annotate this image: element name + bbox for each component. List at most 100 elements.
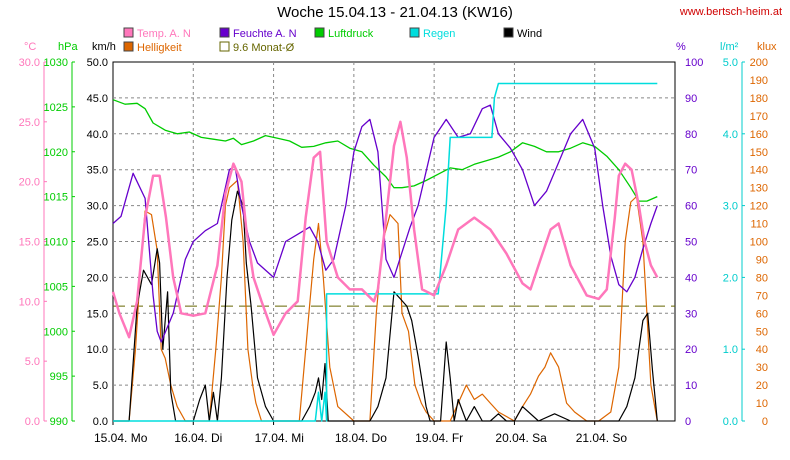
axis-tick-label: 50 xyxy=(756,326,768,338)
legend-label-monat: 9.6 Monat-Ø xyxy=(233,42,295,54)
axis-tick-label: 40.0 xyxy=(87,129,108,141)
axis-tick-label: 100 xyxy=(685,57,703,69)
x-tick-label: 20.04. Sa xyxy=(495,431,547,445)
series-feuchte xyxy=(112,104,658,343)
axis-tick-label: 80 xyxy=(756,272,768,284)
axis-tick-label: 70 xyxy=(685,165,697,177)
axis-tick-label: 90 xyxy=(756,254,768,266)
axis-tick-label: 1000 xyxy=(44,326,68,338)
axis-tick-label: 110 xyxy=(750,219,768,231)
x-tick-label: 17.04. Mi xyxy=(255,431,304,445)
series-regen xyxy=(113,82,658,422)
axis-tick-label: 1005 xyxy=(44,281,68,293)
axis-tick-label: 60 xyxy=(685,201,697,213)
series-temp xyxy=(111,120,659,339)
axis-tick-label: 130 xyxy=(750,183,768,195)
series-luftdruck xyxy=(112,99,658,202)
plot-area xyxy=(111,82,675,422)
axis-tick-label: 70 xyxy=(756,290,768,302)
x-tick-label: 21.04. So xyxy=(576,431,628,445)
legend-label-feuchte: Feuchte A. N xyxy=(233,28,297,40)
axis-tick-label: 1.0 xyxy=(723,344,738,356)
axis-tick-label: 40 xyxy=(756,344,768,356)
legend-label-regen: Regen xyxy=(423,28,455,40)
axis-tick-label: 10.0 xyxy=(87,344,108,356)
legend-swatch-temp xyxy=(123,27,134,38)
axis-tick-label: 190 xyxy=(750,75,768,87)
axis-tick-label: 0.0 xyxy=(93,416,108,428)
axis-tick-label: 100 xyxy=(750,237,768,249)
value-axes: 0.05.010.015.020.025.030.0°C990995100010… xyxy=(19,41,777,428)
axis-tick-label: 30 xyxy=(756,362,768,374)
axis-tick-label: 1010 xyxy=(44,237,68,249)
chart-title: Woche 15.04.13 - 21.04.13 (KW16) xyxy=(277,4,513,21)
x-axis: 15.04. Mo 16.04. Di 17.04. Mi 18.04. Do 19.0… xyxy=(94,421,627,445)
axis-tick-label: 25.0 xyxy=(19,117,40,129)
axis-tick-label: 50 xyxy=(685,237,697,249)
axis-tick-label: 0 xyxy=(762,416,768,428)
axis-tick-label: 30 xyxy=(685,308,697,320)
axis-tick-label: 45.0 xyxy=(87,93,108,105)
legend-label-temp: Temp. A. N xyxy=(137,28,191,40)
axis-tick-label: 1015 xyxy=(44,192,68,204)
axis-tick-label: 990 xyxy=(50,416,68,428)
axis-tick-label: 20.0 xyxy=(19,177,40,189)
axis-tick-label: 90 xyxy=(685,93,697,105)
x-tick-label: 15.04. Mo xyxy=(94,431,148,445)
axis-tick-label: 25.0 xyxy=(87,237,108,249)
axis-unit-label: % xyxy=(676,41,686,53)
axis-tick-label: 5.0 xyxy=(25,356,40,368)
axis-unit-label: l/m² xyxy=(720,41,739,53)
axis-tick-label: 0 xyxy=(685,416,691,428)
axis-tick-label: 0.0 xyxy=(723,416,738,428)
axis-tick-label: 60 xyxy=(756,308,768,320)
site-link[interactable]: www.bertsch-heim.at xyxy=(679,6,782,18)
axis-tick-label: 15.0 xyxy=(19,237,40,249)
axis-tick-label: 995 xyxy=(50,371,68,383)
legend-swatch-feuchte xyxy=(219,27,230,38)
legend-swatch-monat xyxy=(219,41,230,52)
axis-tick-label: 30.0 xyxy=(87,201,108,213)
axis-tick-label: 35.0 xyxy=(87,165,108,177)
axis-tick-label: 15.0 xyxy=(87,308,108,320)
series-wind xyxy=(113,190,658,422)
axis-tick-label: 30.0 xyxy=(19,57,40,69)
axis-tick-label: 0.0 xyxy=(25,416,40,428)
axis-tick-label: 20.0 xyxy=(87,272,108,284)
axis-unit-label: klux xyxy=(757,41,777,53)
axis-tick-label: 120 xyxy=(750,201,768,213)
axis-tick-label: 50.0 xyxy=(87,57,108,69)
axis-tick-label: 10 xyxy=(685,380,697,392)
x-tick-label: 16.04. Di xyxy=(174,431,222,445)
axis-tick-label: 1030 xyxy=(44,57,68,69)
axis-tick-label: 4.0 xyxy=(723,129,738,141)
x-tick-label: 19.04. Fr xyxy=(415,431,463,445)
axis-tick-label: 200 xyxy=(750,57,768,69)
axis-tick-label: 5.0 xyxy=(723,57,738,69)
legend-label-wind: Wind xyxy=(517,28,542,40)
axis-tick-label: 2.0 xyxy=(723,272,738,284)
legend-label-luftdruck: Luftdruck xyxy=(328,28,374,40)
axis-tick-label: 80 xyxy=(685,129,697,141)
axis-tick-label: 3.0 xyxy=(723,201,738,213)
axis-tick-label: 1020 xyxy=(44,147,68,159)
axis-tick-label: 20 xyxy=(685,344,697,356)
grid-lines xyxy=(112,61,676,422)
legend-swatch-regen xyxy=(409,27,420,38)
axis-tick-label: 20 xyxy=(756,380,768,392)
legend-label-helligkeit: Helligkeit xyxy=(137,42,182,54)
legend-swatch-helligkeit xyxy=(123,41,134,52)
axis-tick-label: 1025 xyxy=(44,102,68,114)
axis-tick-label: 40 xyxy=(685,272,697,284)
axis-tick-label: 180 xyxy=(750,93,768,105)
axis-tick-label: 10 xyxy=(756,398,768,410)
axis-tick-label: 10.0 xyxy=(19,296,40,308)
axis-tick-label: 150 xyxy=(750,147,768,159)
legend-swatch-luftdruck xyxy=(314,27,325,38)
axis-tick-label: 5.0 xyxy=(93,380,108,392)
legend-swatch-wind xyxy=(503,27,514,38)
axis-tick-label: 160 xyxy=(750,129,768,141)
legend: Temp. A. N Feuchte A. N Luftdruck Regen Wind… xyxy=(123,27,542,54)
